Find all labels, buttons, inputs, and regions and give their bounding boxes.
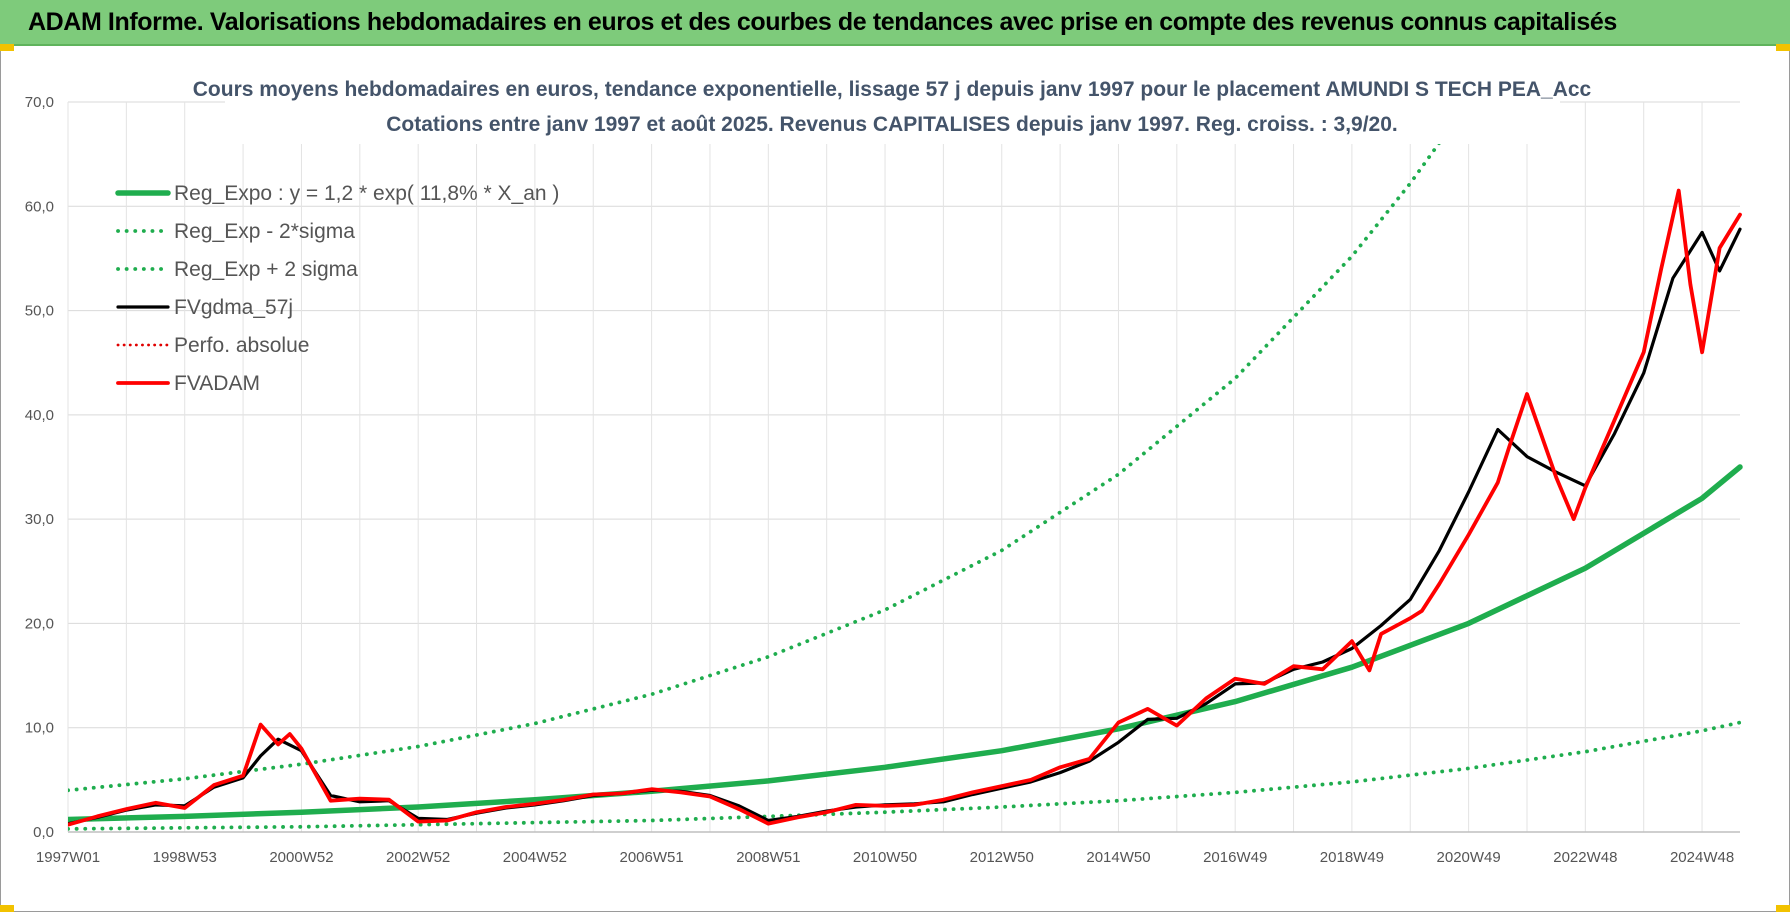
legend-label-reg-exp-minus-2-sigma: Reg_Exp - 2*sigma [174,220,355,243]
x-tick-label: 2000W52 [269,849,333,866]
legend-label-perfo-absolue: Perfo. absolue [174,334,309,357]
y-tick-label: 50,0 [25,303,54,320]
gridlines [67,101,1740,833]
x-tick-label: 2006W51 [619,849,683,866]
legend-label-fvgdma-57j: FVgdma_57j [174,296,293,319]
legend-label-reg-exp-plus-2-sigma: Reg_Exp + 2 sigma [174,258,358,281]
series-line-reg-expo [68,464,1743,823]
chart-title-background [225,72,1560,144]
x-tick-label: 1998W53 [153,849,217,866]
report-title: ADAM Informe. Valorisations hebdomadaire… [28,8,1617,36]
x-tick-label: 2010W50 [853,849,917,866]
x-tick-label: 2016W49 [1203,849,1267,866]
corner-marker-bottom-left [0,905,14,912]
corner-marker-top-left [0,44,14,51]
corner-marker-top-right [1776,44,1790,51]
series-line-reg-exp-minus-2-sigma [68,720,1742,831]
x-tick-label: 2008W51 [736,849,800,866]
x-tick-label: 2024W48 [1670,849,1734,866]
chart-title-line-2: Cotations entre janv 1997 et août 2025. … [386,113,1398,136]
y-tick-label: 70,0 [25,94,54,111]
x-tick-label: 2022W48 [1553,849,1617,866]
series-line-fvgdma-57j [68,227,1742,826]
x-tick-label: 1997W01 [36,849,100,866]
y-tick-label: 10,0 [25,720,54,737]
legend-label-fvadam: FVADAM [174,372,260,395]
series-line-fvadam [68,188,1742,827]
series-lines [68,98,1743,831]
legend-label-reg-expo: Reg_Expo : y = 1,2 * exp( 11,8% * X_an ) [174,182,559,205]
x-tick-label: 2002W52 [386,849,450,866]
y-tick-label: 60,0 [25,198,54,215]
x-tick-label: 2014W50 [1086,849,1150,866]
y-tick-label: 30,0 [25,511,54,528]
chart-title-line-1: Cours moyens hebdomadaires en euros, ten… [193,78,1592,101]
x-tick-label: 2012W50 [970,849,1034,866]
y-tick-label: 40,0 [25,407,54,424]
y-axis-ticks: 0,0 10,0 20,0 30,0 40,0 50,0 60,0 70,0 [25,94,54,841]
x-tick-label: 2018W49 [1320,849,1384,866]
series-line-reg-exp-plus-2-sigma [68,98,1474,793]
corner-marker-bottom-right [1776,905,1790,912]
report-banner: ADAM Informe. Valorisations hebdomadaire… [0,0,1790,46]
y-tick-label: 20,0 [25,615,54,632]
y-tick-label: 0,0 [33,824,54,841]
legend: Reg_Expo : y = 1,2 * exp( 11,8% * X_an )… [115,182,559,395]
x-tick-label: 2004W52 [503,849,567,866]
x-axis-ticks: 1997W01 1998W53 2000W52 2002W52 2004W52 2006W… [36,849,1734,866]
x-tick-label: 2020W49 [1437,849,1501,866]
